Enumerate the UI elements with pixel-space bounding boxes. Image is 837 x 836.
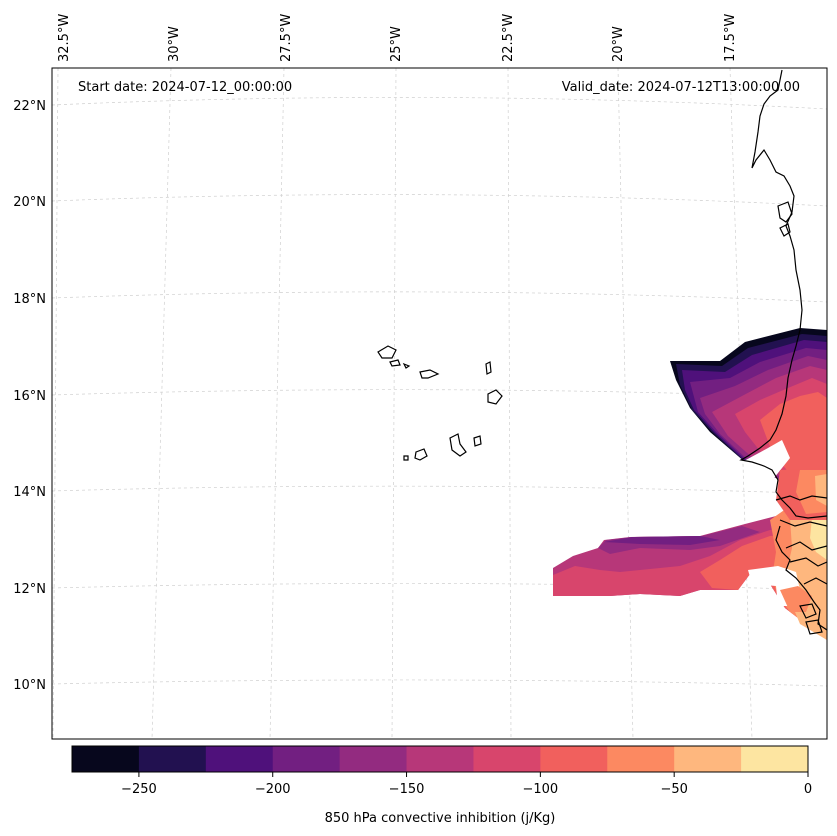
parallel-12n bbox=[52, 583, 827, 591]
meridian-22-5w bbox=[507, 68, 512, 739]
lat-label-14n: 14°N bbox=[13, 485, 46, 500]
lat-label-20n: 20°N bbox=[13, 195, 46, 210]
island-santa-luzia bbox=[402, 362, 411, 369]
colorbar-label: 850 hPa convective inhibition (j/Kg) bbox=[325, 811, 556, 826]
island-brava bbox=[403, 455, 409, 461]
coastline-casamance bbox=[779, 519, 827, 527]
lon-label-20w: 20°W bbox=[611, 26, 626, 62]
colorbar-tick-label: −50 bbox=[660, 782, 687, 797]
meridian-32-5w bbox=[52, 68, 59, 739]
coastline-dakhla bbox=[779, 223, 791, 237]
colorbar-swatch bbox=[138, 746, 207, 772]
lon-label-30w: 30°W bbox=[167, 26, 182, 62]
parallel-14n bbox=[52, 485, 827, 495]
colorbar-swatch bbox=[540, 746, 608, 772]
coastline-inlet-3 bbox=[803, 577, 827, 585]
lon-label-22-5w: 22.5°W bbox=[501, 14, 516, 62]
lon-label-32-5w: 32.5°W bbox=[57, 14, 72, 62]
coastline-guinea-bissau bbox=[775, 525, 827, 631]
coastlines bbox=[739, 69, 827, 635]
colorbar-tick-label: −150 bbox=[389, 782, 425, 797]
parallel-18n bbox=[52, 291, 827, 303]
colorbar-swatch bbox=[406, 746, 474, 772]
colorbar-swatch bbox=[339, 746, 408, 772]
lon-label-25w: 25°W bbox=[389, 26, 404, 62]
colorbar-tick-label: −200 bbox=[255, 782, 291, 797]
colorbar-swatches bbox=[72, 746, 809, 772]
island-santiago bbox=[449, 433, 467, 457]
island-santo-antao bbox=[377, 345, 397, 359]
lat-label-10n: 10°N bbox=[13, 678, 46, 693]
coastline-gambia bbox=[775, 495, 827, 501]
parallel-16n bbox=[52, 389, 827, 399]
coastline-inlet-2 bbox=[789, 557, 827, 567]
parallel-20n bbox=[52, 194, 827, 207]
colorbar-swatch bbox=[72, 746, 140, 772]
lat-label-16n: 16°N bbox=[13, 389, 46, 404]
island-sao-nicolau bbox=[419, 369, 440, 379]
meridian-20w bbox=[617, 68, 634, 739]
island-fogo bbox=[414, 448, 428, 461]
colorbar-tick-label: −100 bbox=[523, 782, 559, 797]
island-sal bbox=[485, 361, 492, 375]
coastline-banc-arguin bbox=[777, 201, 793, 223]
map-frame bbox=[51, 67, 828, 740]
graticule bbox=[52, 68, 827, 739]
island-maio bbox=[473, 435, 482, 447]
colorbar-tick-label: −250 bbox=[121, 782, 157, 797]
cin-contours bbox=[553, 328, 827, 640]
colorbar-swatch bbox=[674, 746, 742, 772]
african-coastline bbox=[739, 69, 827, 519]
lon-label-27-5w: 27.5°W bbox=[279, 14, 294, 62]
bissau-islands bbox=[799, 603, 817, 619]
start-date-label: Start date: 2024-07-12_00:00:00 bbox=[78, 80, 292, 95]
parallel-10n bbox=[52, 679, 827, 687]
meridian-27-5w bbox=[269, 68, 285, 739]
meridian-17-5w bbox=[729, 68, 753, 739]
colorbar-swatch bbox=[272, 746, 341, 772]
colorbar-swatch bbox=[473, 746, 541, 772]
lat-label-18n: 18°N bbox=[13, 292, 46, 307]
lat-label-22n: 22°N bbox=[13, 99, 46, 114]
coastline-inlet-1 bbox=[785, 541, 827, 551]
valid-date-label: Valid_date: 2024-07-12T13:00:00.00 bbox=[562, 80, 800, 95]
colorbar-ticks: −250 −200 −150 −100 −50 0 bbox=[121, 772, 812, 797]
lat-label-12n: 12°N bbox=[13, 582, 46, 597]
latitude-labels: 22°N 20°N 18°N 16°N 14°N 12°N 10°N bbox=[13, 99, 46, 693]
longitude-labels: 32.5°W 30°W 27.5°W 25°W 22.5°W 20°W 17.5… bbox=[57, 14, 738, 62]
island-boa-vista bbox=[487, 389, 503, 405]
colorbar-swatch bbox=[607, 746, 675, 772]
meridian-25w bbox=[391, 68, 397, 739]
island-sao-vicente bbox=[389, 359, 401, 367]
contour-south-level-10 bbox=[810, 512, 827, 560]
lon-label-17-5w: 17.5°W bbox=[723, 14, 738, 62]
colorbar: −250 −200 −150 −100 −50 0 850 hPa convective … bbox=[71, 745, 812, 826]
meridian-30w bbox=[151, 68, 172, 739]
contour-gap bbox=[742, 440, 790, 478]
bissau-islands-2 bbox=[805, 619, 823, 635]
colorbar-tick-label: 0 bbox=[804, 782, 812, 797]
colorbar-frame bbox=[71, 745, 809, 773]
colorbar-swatch bbox=[741, 746, 809, 772]
contour-south-level-3 bbox=[604, 536, 720, 545]
colorbar-swatch bbox=[205, 746, 274, 772]
parallel-22n bbox=[52, 97, 827, 110]
cape-verde-islands bbox=[377, 345, 503, 461]
